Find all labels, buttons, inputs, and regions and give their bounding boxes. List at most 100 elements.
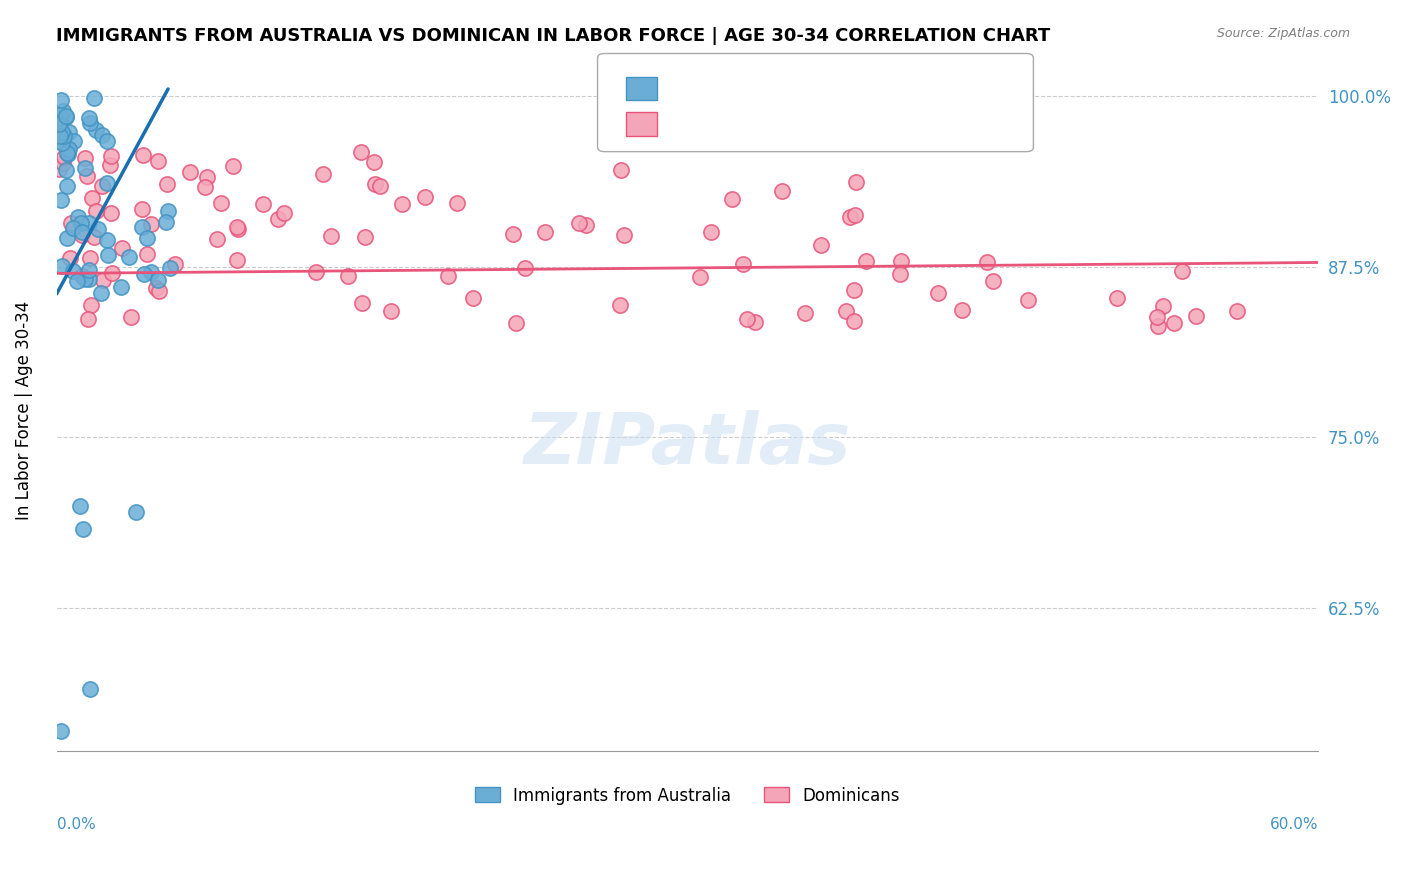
Point: [51, 155, 73, 169]
Point: [446, 196, 468, 211]
Point: [368, 179, 391, 194]
Point: [437, 268, 460, 283]
Point: [48, 117, 70, 131]
Point: [1152, 299, 1174, 313]
Point: [70, 268, 93, 283]
Point: [354, 230, 377, 244]
Point: [735, 311, 758, 326]
Point: [51, 136, 73, 151]
Point: [132, 267, 155, 281]
Point: [1185, 309, 1208, 323]
Point: [146, 153, 169, 168]
Point: [136, 247, 159, 261]
Point: [163, 257, 186, 271]
Point: [145, 281, 167, 295]
Point: [110, 241, 132, 255]
Text: R = 0.284   N =  60: R = 0.284 N = 60: [661, 78, 837, 96]
Point: [139, 217, 162, 231]
Y-axis label: In Labor Force | Age 30-34: In Labor Force | Age 30-34: [15, 301, 32, 520]
Point: [80, 298, 103, 312]
Legend: Immigrants from Australia, Dominicans: Immigrants from Australia, Dominicans: [475, 787, 900, 805]
Point: [135, 230, 157, 244]
Point: [226, 222, 249, 236]
Point: [76, 169, 98, 183]
Point: [689, 270, 711, 285]
Point: [534, 225, 557, 239]
Point: [52, 103, 75, 118]
Point: [98, 158, 121, 172]
Point: [63, 134, 86, 148]
Point: [97, 247, 120, 261]
Point: [48, 134, 70, 148]
Point: [350, 296, 373, 310]
Point: [319, 229, 342, 244]
Point: [575, 219, 598, 233]
Point: [79, 251, 101, 265]
Point: [1105, 291, 1128, 305]
Point: [55, 110, 77, 124]
Point: [413, 189, 436, 203]
Point: [131, 219, 153, 234]
Point: [96, 233, 118, 247]
Point: [90, 285, 112, 300]
Point: [844, 283, 866, 297]
Point: [79, 116, 101, 130]
Point: [794, 306, 817, 320]
Point: [568, 216, 591, 230]
Point: [49, 723, 72, 738]
Point: [252, 197, 274, 211]
Point: [613, 228, 636, 243]
Point: [721, 192, 744, 206]
Point: [209, 196, 232, 211]
Point: [197, 169, 219, 184]
Point: [51, 125, 73, 139]
Point: [226, 252, 249, 267]
Point: [84, 122, 107, 136]
Point: [1017, 293, 1039, 307]
Point: [87, 222, 110, 236]
Point: [118, 251, 141, 265]
Point: [194, 179, 217, 194]
Point: [1147, 319, 1170, 334]
Point: [77, 272, 100, 286]
Point: [101, 266, 124, 280]
Text: 60.0%: 60.0%: [1270, 817, 1319, 832]
Point: [110, 280, 132, 294]
Point: [179, 165, 201, 179]
Point: [91, 128, 114, 142]
Text: IMMIGRANTS FROM AUSTRALIA VS DOMINICAN IN LABOR FORCE | AGE 30-34 CORRELATION CH: IMMIGRANTS FROM AUSTRALIA VS DOMINICAN I…: [56, 27, 1050, 45]
Point: [48, 112, 70, 127]
Point: [55, 179, 77, 194]
Point: [80, 191, 103, 205]
Point: [391, 197, 413, 211]
Point: [77, 111, 100, 125]
Point: [73, 161, 96, 175]
Point: [350, 145, 373, 160]
Text: 0.0%: 0.0%: [56, 817, 96, 832]
Point: [855, 254, 877, 268]
Point: [56, 147, 79, 161]
Point: [1146, 310, 1168, 325]
Point: [100, 149, 122, 163]
Point: [58, 142, 80, 156]
Point: [55, 109, 77, 123]
Point: [56, 145, 79, 160]
Point: [75, 272, 97, 286]
Point: [222, 159, 245, 173]
Point: [83, 230, 105, 244]
Point: [157, 204, 180, 219]
Point: [55, 231, 77, 245]
Point: [51, 108, 73, 122]
Point: [96, 134, 118, 148]
Point: [96, 176, 118, 190]
Point: [312, 167, 335, 181]
Point: [139, 265, 162, 279]
Point: [927, 285, 949, 300]
Point: [79, 682, 101, 697]
Point: [148, 284, 170, 298]
Point: [461, 291, 484, 305]
Point: [159, 261, 181, 276]
Point: [1163, 316, 1185, 330]
Point: [513, 260, 536, 275]
Point: [69, 499, 91, 513]
